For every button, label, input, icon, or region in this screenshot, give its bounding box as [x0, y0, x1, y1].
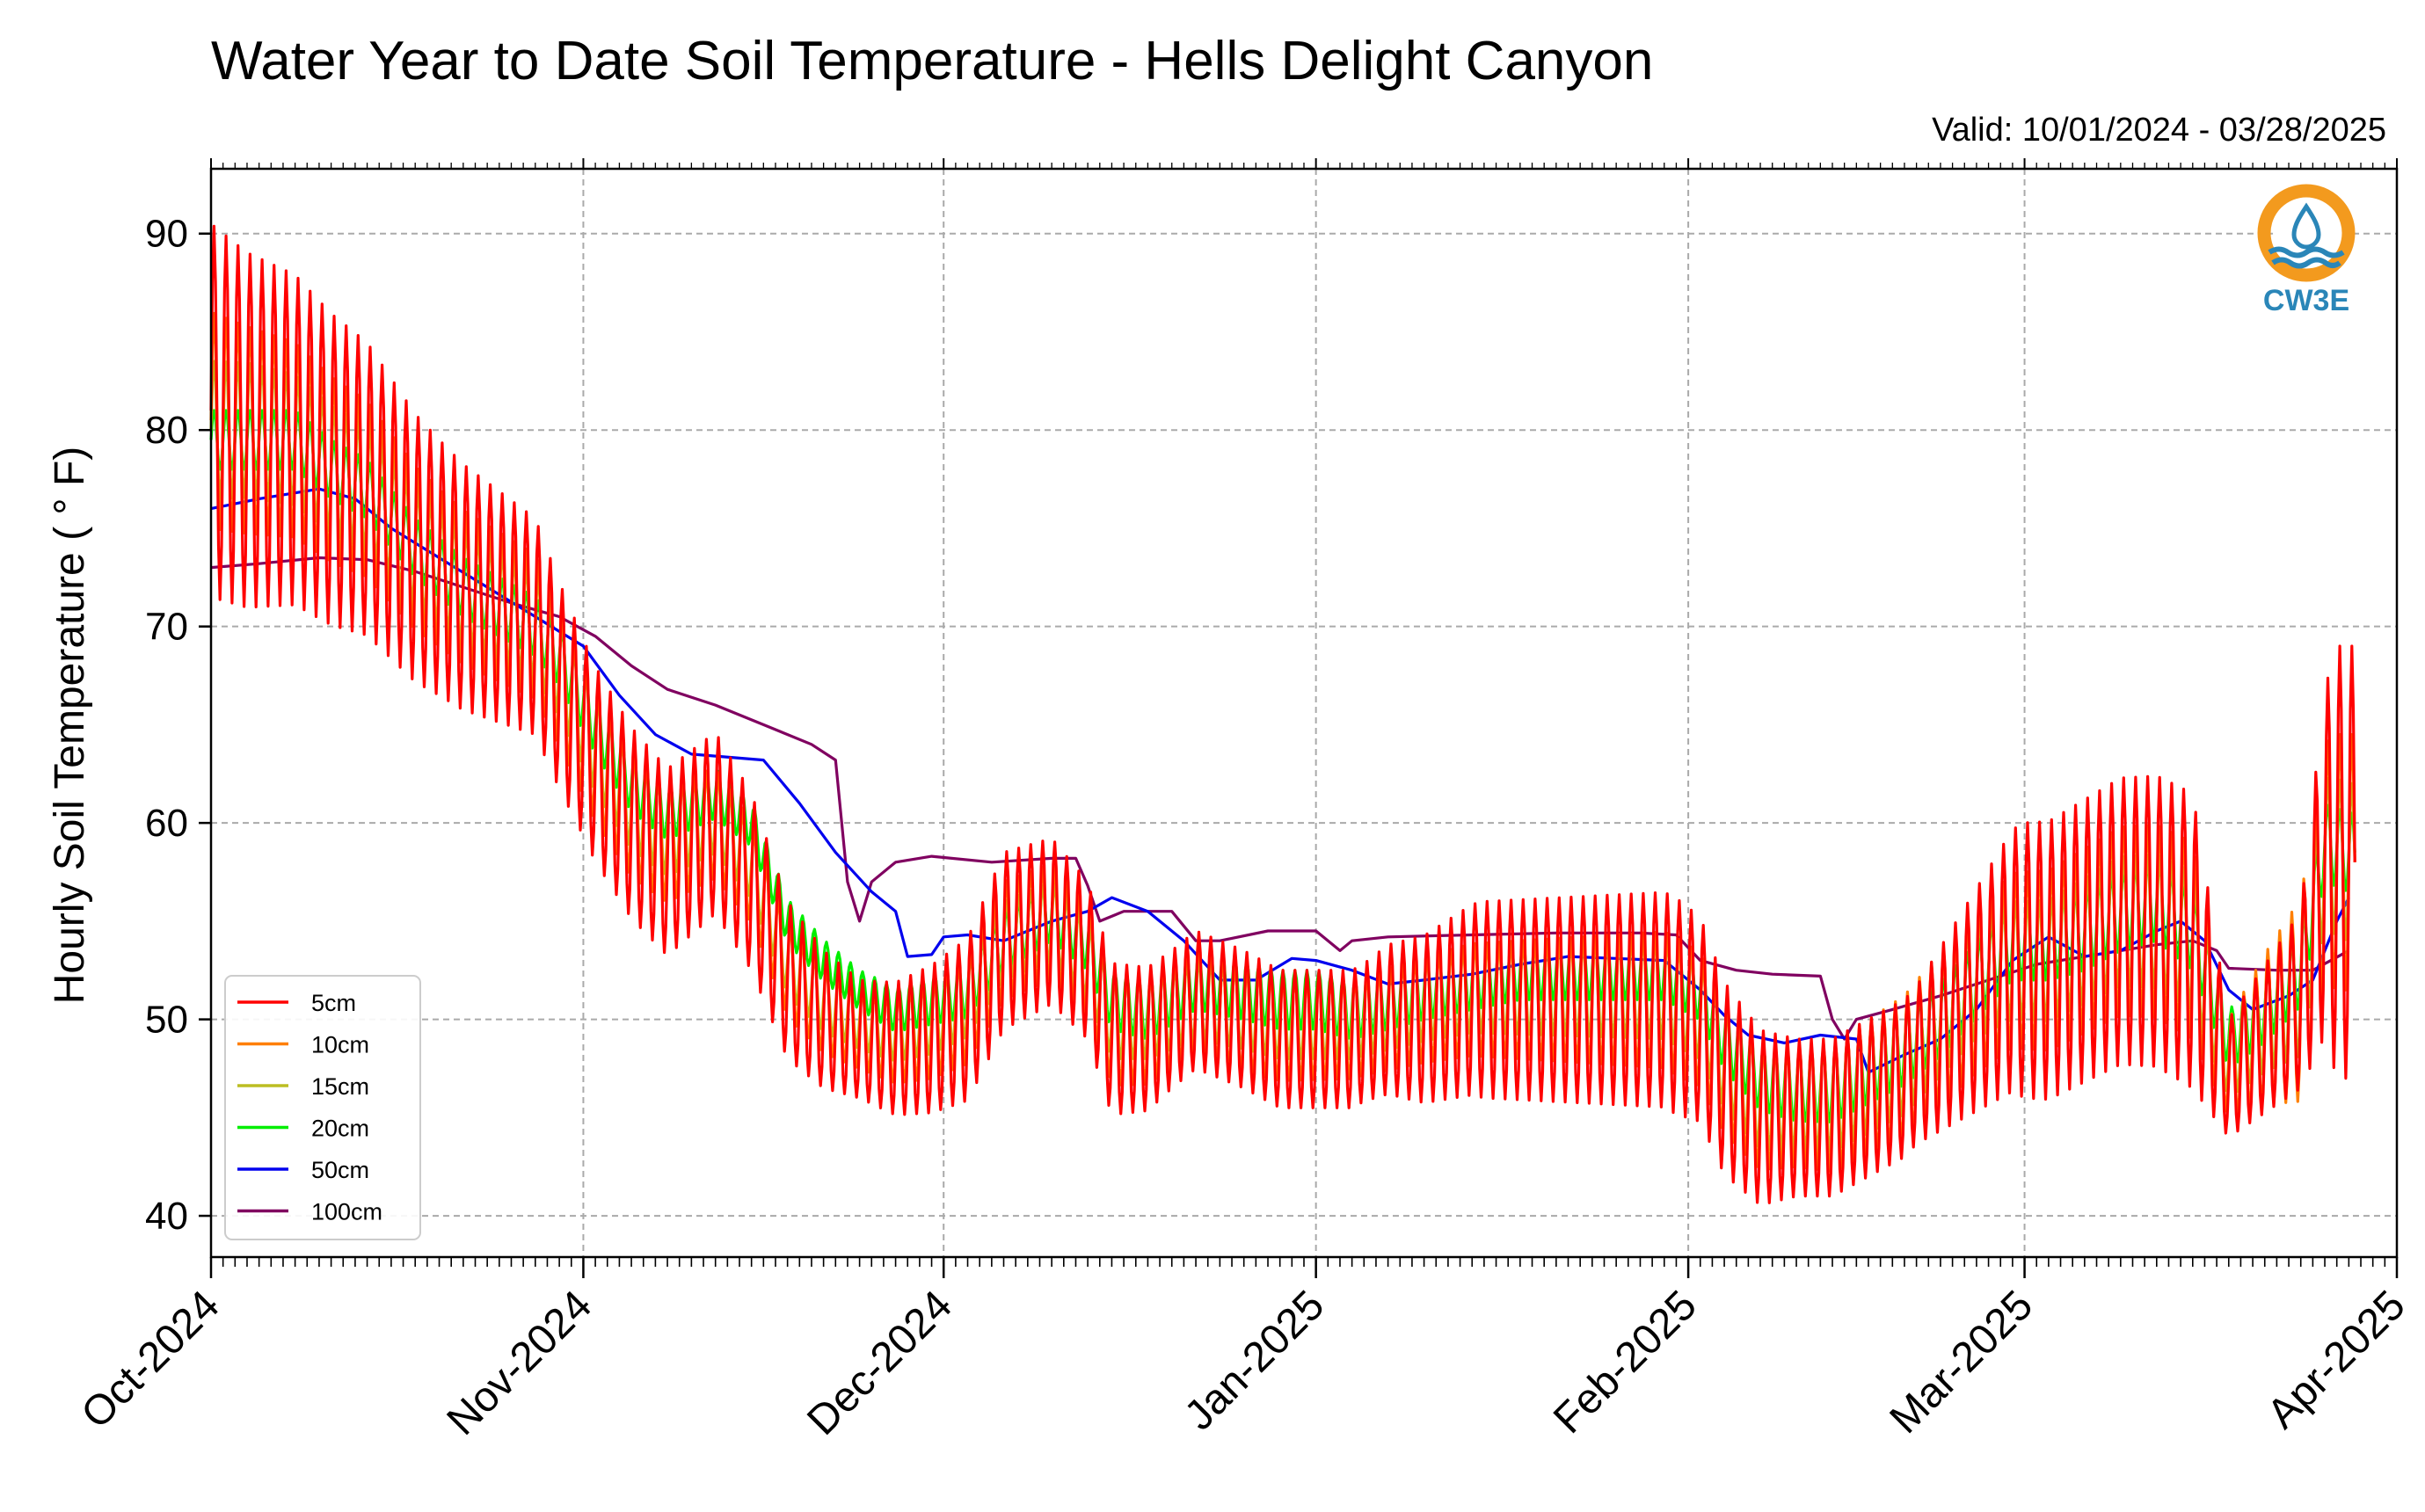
- legend-entry-label: 50cm: [311, 1157, 369, 1183]
- plot-frame: [209, 167, 2399, 1259]
- x-tick-label: Dec-2024: [798, 1282, 961, 1444]
- axes: 40 50 60 70 80 90 Oct-2024 Nov-2024 Dec-2024 Jan-…: [73, 158, 2414, 1444]
- legend-box: [224, 975, 421, 1240]
- x-tick-label: Nov-2024: [439, 1282, 601, 1444]
- y-tick-label: 60: [145, 802, 188, 845]
- legend-entry-label: 20cm: [311, 1116, 369, 1142]
- x-tick-label: Apr-2025: [2259, 1282, 2414, 1437]
- grid-lines: [210, 169, 2398, 1257]
- chart-title: Water Year to Date Soil Temperature - He…: [211, 31, 1653, 91]
- series-line-10cm: [209, 311, 2356, 1173]
- series-lines: [209, 224, 2356, 1204]
- y-tick-label: 90: [145, 213, 188, 256]
- y-tick-label: 80: [145, 409, 188, 452]
- chart-subtitle: Valid: 10/01/2024 - 03/28/2025: [1932, 112, 2386, 149]
- cw3e-logo: CW3E: [2257, 184, 2356, 317]
- x-tick-label: Jan-2025: [1176, 1282, 1333, 1439]
- y-tick-label: 40: [145, 1195, 188, 1238]
- series-line-5cm: [209, 224, 2356, 1204]
- legend: 5cm 10cm 15cm 20cm 50cm 100cm: [224, 975, 421, 1240]
- x-tick-label: Oct-2024: [73, 1282, 229, 1437]
- logo-ring: [2257, 184, 2356, 282]
- legend-entry-label: 15cm: [311, 1073, 369, 1100]
- legend-entry-label: 5cm: [311, 990, 356, 1016]
- y-tick-label: 50: [145, 999, 188, 1042]
- x-tick-label: Mar-2025: [1882, 1282, 2043, 1443]
- y-axis-label: Hourly Soil Temperature ( ° F): [47, 447, 93, 1005]
- logo-text: CW3E: [2263, 284, 2349, 317]
- logo-waves-icon: [2268, 246, 2345, 269]
- y-tick-label: 70: [145, 606, 188, 649]
- logo-drop-icon: [2291, 202, 2321, 250]
- series-line-100cm: [210, 556, 2350, 1041]
- x-tick-label: Feb-2025: [1545, 1282, 1706, 1443]
- legend-entry-label: 10cm: [311, 1032, 369, 1058]
- legend-entry-label: 100cm: [311, 1199, 382, 1225]
